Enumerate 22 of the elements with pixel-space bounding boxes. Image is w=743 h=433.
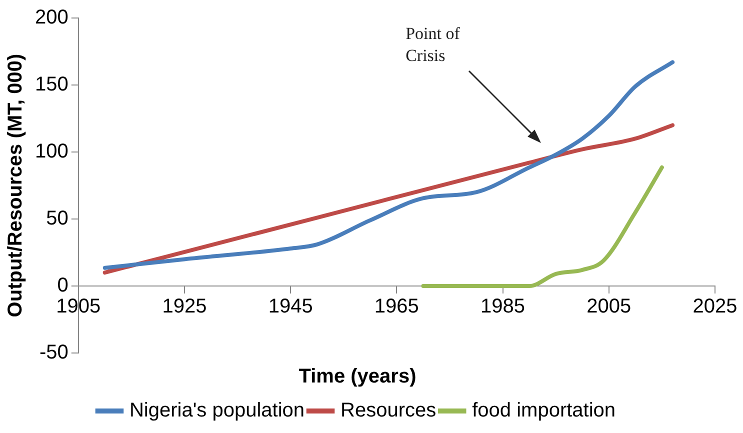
y-tick-label: 150 (34, 74, 68, 96)
y-tick-label: -50 (39, 342, 68, 364)
x-axis-title: Time (years) (298, 366, 416, 388)
x-tick-label: 1945 (268, 296, 313, 318)
legend-label: Nigeria's population (129, 400, 305, 422)
legend-label: food importation (472, 400, 616, 422)
y-tick-label: 200 (34, 6, 68, 29)
line-series (102, 123, 675, 275)
x-tick-label: 2025 (692, 296, 738, 318)
y-tick-label: 100 (34, 140, 68, 163)
line-series (421, 165, 664, 288)
y-axis-title: Output/Resources (MT, 000) (4, 54, 27, 318)
x-tick-label: 1985 (480, 296, 526, 318)
x-tick-label: 1925 (162, 296, 207, 318)
x-tick-label: 1905 (56, 296, 101, 318)
legend-label: Resources (340, 400, 436, 422)
y-tick-label: 0 (57, 274, 68, 297)
y-tick-label: 50 (46, 208, 68, 230)
x-tick-label: 2005 (586, 296, 632, 318)
line-series (102, 60, 675, 270)
annotation: Point of Crisis (406, 24, 460, 65)
x-tick-label: 1965 (374, 296, 419, 318)
